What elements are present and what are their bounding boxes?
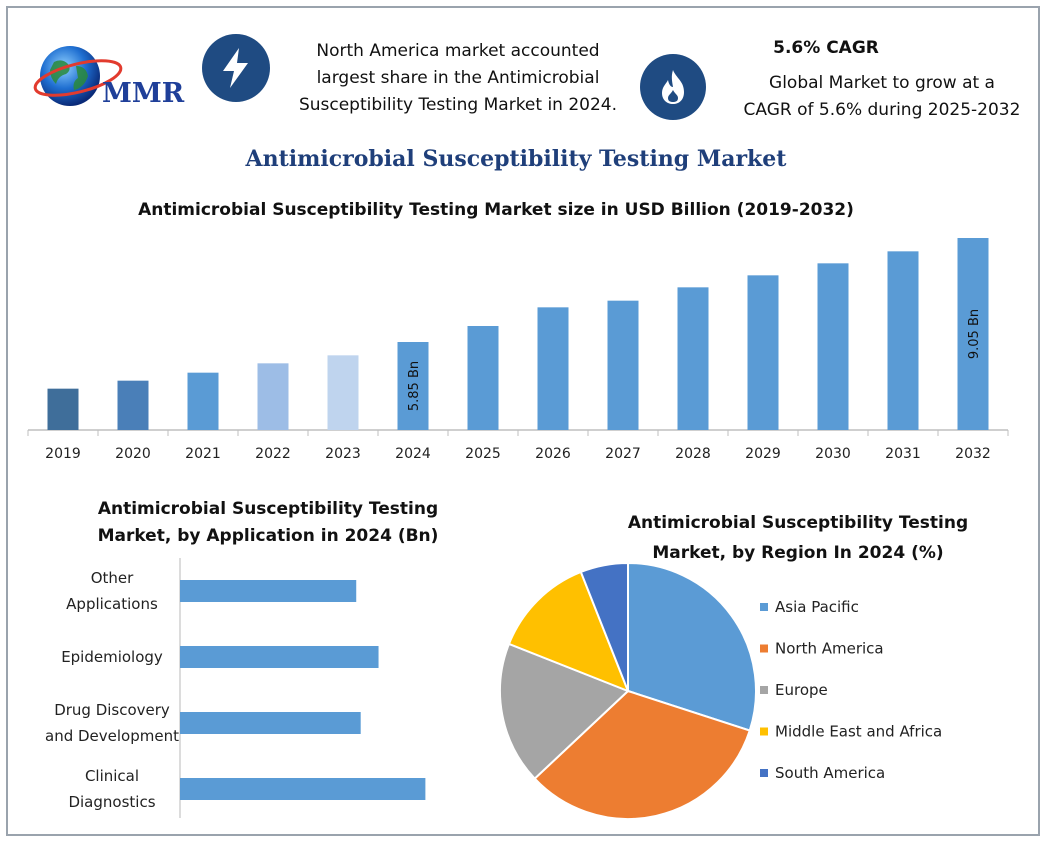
application-bar — [180, 712, 361, 734]
application-bar — [180, 778, 426, 800]
pie-slice — [507, 570, 630, 693]
x-tick-label: 2023 — [325, 446, 361, 462]
x-tick-label: 2032 — [955, 446, 991, 462]
logo-text: MMR — [102, 78, 185, 109]
data-label-2024: 5.85 Bn — [407, 361, 422, 411]
pie-slice — [499, 642, 630, 781]
lightning-icon-badge — [202, 34, 270, 102]
x-tick-label: 2028 — [675, 446, 711, 462]
x-tick-label: 2029 — [745, 446, 781, 462]
bar-2028 — [677, 287, 709, 430]
mmr-logo: MMR — [28, 36, 203, 116]
x-tick-label: 2027 — [605, 446, 641, 462]
lightning-icon — [223, 48, 248, 88]
application-label: Clinical — [85, 767, 139, 785]
fact1-line: largest share in the Antimicrobial — [316, 68, 600, 88]
x-tick-label: 2031 — [885, 446, 921, 462]
bar-2029 — [747, 275, 779, 430]
globe-icon — [33, 46, 123, 106]
fact-north-america: North America market accounted largest s… — [280, 38, 636, 119]
bar-2024 — [397, 342, 429, 430]
x-tick-label: 2024 — [395, 446, 431, 462]
application-title-line: Antimicrobial Susceptibility Testing — [97, 499, 439, 519]
bar-2020 — [117, 380, 149, 430]
application-bar-chart: Other Applications Epidemiology Drug Discov… — [45, 558, 426, 818]
pie-slice — [533, 689, 751, 820]
bar-2027 — [607, 300, 639, 430]
bar-2031 — [887, 251, 919, 430]
legend-swatch — [760, 769, 768, 777]
fact-cagr: Global Market to grow at a CAGR of 5.6% … — [730, 70, 1034, 124]
region-chart-title: Antimicrobial Susceptibility Testing Mar… — [598, 508, 998, 568]
flame-icon — [662, 70, 684, 104]
fact1-line: Susceptibility Testing Market in 2024. — [298, 95, 618, 115]
x-tick-label: 2021 — [185, 446, 221, 462]
x-tick-label: 2019 — [45, 446, 81, 462]
bar-2022 — [257, 363, 289, 430]
pie-slice — [579, 561, 629, 692]
bar-2023 — [327, 355, 359, 430]
bar-2032 — [957, 238, 989, 430]
bar-2021 — [187, 372, 219, 430]
application-label: Drug Discovery — [54, 701, 170, 719]
application-title-line: Market, by Application in 2024 (Bn) — [97, 526, 439, 546]
application-bar — [180, 580, 357, 602]
bar-chart-title: Antimicrobial Susceptibility Testing Mar… — [138, 200, 854, 220]
application-label: and Development — [45, 727, 179, 745]
application-chart-title: Antimicrobial Susceptibility Testing Mar… — [48, 496, 488, 550]
infographic-frame: MMR North America market accounted large… — [6, 6, 1040, 836]
application-label: Other — [91, 569, 134, 587]
bar-2025 — [467, 326, 499, 430]
flame-icon-badge — [640, 54, 706, 120]
x-tick-label: 2020 — [115, 446, 151, 462]
pie-slice — [627, 561, 757, 732]
legend-label: North America — [775, 640, 884, 658]
legend-swatch — [760, 727, 768, 736]
x-tick-label: 2026 — [535, 446, 571, 462]
legend-swatch — [760, 603, 768, 611]
legend-label: Middle East and Africa — [775, 723, 942, 741]
application-label: Epidemiology — [61, 648, 163, 666]
application-label: Applications — [66, 595, 158, 613]
application-label: Diagnostics — [68, 793, 155, 811]
fact2-line: CAGR of 5.6% during 2025-2032 — [743, 100, 1021, 120]
fact2-line: Global Market to grow at a — [769, 73, 995, 93]
region-title-line: Market, by Region In 2024 (%) — [652, 543, 944, 563]
data-label-2032: 9.05 Bn — [967, 309, 982, 359]
fact1-line: North America market accounted — [316, 41, 600, 61]
legend-swatch — [760, 686, 768, 694]
x-tick-label: 2030 — [815, 446, 851, 462]
legend-swatch — [760, 644, 768, 653]
main-title: Antimicrobial Susceptibility Testing Mar… — [245, 146, 787, 172]
x-tick-label: 2022 — [255, 446, 291, 462]
x-tick-label: 2025 — [465, 446, 501, 462]
bar-2019 — [47, 388, 79, 430]
legend-label: South America — [775, 764, 885, 782]
bar-2026 — [537, 307, 569, 430]
region-pie-chart: Asia Pacific North America Europe Middle Ea… — [499, 561, 942, 820]
region-title-line: Antimicrobial Susceptibility Testing — [627, 513, 969, 533]
bar-2030 — [817, 263, 849, 430]
legend-label: Europe — [775, 681, 828, 699]
cagr-title: 5.6% CAGR — [773, 38, 879, 58]
application-bar — [180, 646, 379, 668]
legend-label: Asia Pacific — [775, 598, 859, 616]
market-size-bar-chart: 2019 2020 2021 2022 2023 2024 2025 2026 2027 2028… — [27, 238, 1009, 462]
